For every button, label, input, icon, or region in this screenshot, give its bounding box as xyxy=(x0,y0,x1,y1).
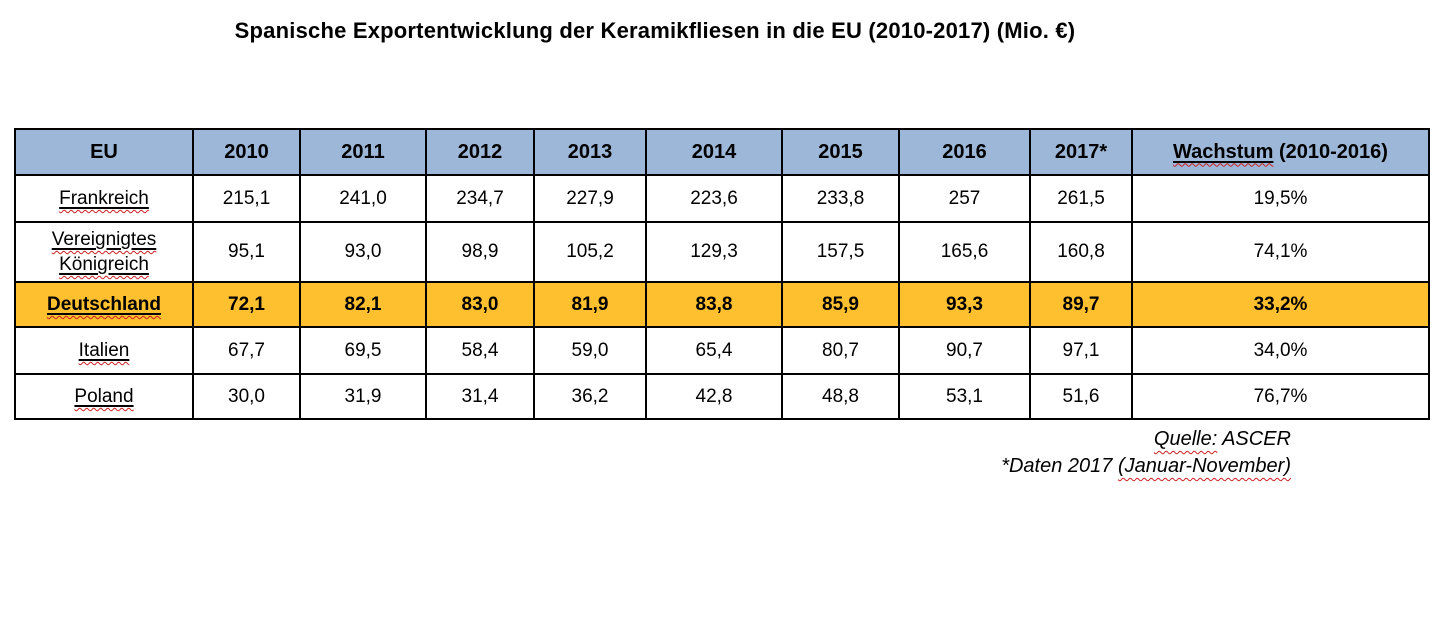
value-cell: 36,2 xyxy=(533,373,647,420)
value-cell: 98,9 xyxy=(425,221,535,283)
column-header-year: 2014 xyxy=(645,128,783,176)
source-value: ASCER xyxy=(1217,428,1291,450)
growth-cell: 74,1% xyxy=(1131,221,1430,283)
data-period-note: *Daten 2017 (Januar-November) xyxy=(14,453,1291,480)
value-cell: 93,0 xyxy=(299,221,427,283)
value-cell: 129,3 xyxy=(645,221,783,283)
value-cell: 67,7 xyxy=(192,326,301,375)
column-header-eu: EU xyxy=(14,128,194,176)
value-cell: 85,9 xyxy=(781,281,900,328)
value-cell: 234,7 xyxy=(425,174,535,223)
value-cell: 165,6 xyxy=(898,221,1031,283)
value-cell: 31,9 xyxy=(299,373,427,420)
export-table: EU 2010 2011 2012 2013 2014 2015 2016 2017* Wachs… xyxy=(14,128,1430,420)
value-cell: 261,5 xyxy=(1029,174,1133,223)
growth-cell: 19,5% xyxy=(1131,174,1430,223)
table-body: Frankreich 215,1 241,0 234,7 227,9 223,6 233,8… xyxy=(14,174,1430,420)
country-cell: Italien xyxy=(14,326,194,375)
value-cell: 97,1 xyxy=(1029,326,1133,375)
value-cell: 160,8 xyxy=(1029,221,1133,283)
value-cell: 257 xyxy=(898,174,1031,223)
value-cell: 81,9 xyxy=(533,281,647,328)
column-header-year: 2013 xyxy=(533,128,647,176)
table-row: Vereignigtes Königreich 95,1 93,0 98,9 105,2 1… xyxy=(14,221,1430,283)
value-cell: 72,1 xyxy=(192,281,301,328)
table-footer: Quelle: ASCER *Daten 2017 (Januar-Novemb… xyxy=(14,426,1291,480)
column-header-year: 2015 xyxy=(781,128,900,176)
value-cell: 89,7 xyxy=(1029,281,1133,328)
page-title: Spanische Exportentwicklung der Keramikf… xyxy=(234,18,1076,43)
country-cell: Vereignigtes Königreich xyxy=(14,221,194,283)
column-header-year: 2012 xyxy=(425,128,535,176)
value-cell: 227,9 xyxy=(533,174,647,223)
column-header-growth: Wachstum (2010-2016) xyxy=(1131,128,1430,176)
note-wavy: (Januar-November) xyxy=(1117,455,1291,477)
growth-header-underlined: Wachstum xyxy=(1173,140,1274,163)
value-cell: 82,1 xyxy=(299,281,427,328)
growth-cell: 34,0% xyxy=(1131,326,1430,375)
column-header-year: 2017* xyxy=(1029,128,1133,176)
value-cell: 90,7 xyxy=(898,326,1031,375)
value-cell: 30,0 xyxy=(192,373,301,420)
value-cell: 83,8 xyxy=(645,281,783,328)
column-header-year: 2010 xyxy=(192,128,301,176)
value-cell: 223,6 xyxy=(645,174,783,223)
value-cell: 58,4 xyxy=(425,326,535,375)
note-plain: *Daten 2017 xyxy=(1001,455,1118,477)
value-cell: 53,1 xyxy=(898,373,1031,420)
column-header-year: 2016 xyxy=(898,128,1031,176)
value-cell: 65,4 xyxy=(645,326,783,375)
value-cell: 69,5 xyxy=(299,326,427,375)
table-row: Frankreich 215,1 241,0 234,7 227,9 223,6 233,8… xyxy=(14,174,1430,223)
value-cell: 105,2 xyxy=(533,221,647,283)
value-cell: 83,0 xyxy=(425,281,535,328)
document-page: Spanische Exportentwicklung der Keramikf… xyxy=(0,18,1441,620)
source-note: Quelle: ASCER xyxy=(14,426,1291,453)
value-cell: 42,8 xyxy=(645,373,783,420)
growth-cell: 76,7% xyxy=(1131,373,1430,420)
value-cell: 93,3 xyxy=(898,281,1031,328)
country-cell: Poland xyxy=(14,373,194,420)
source-label: Quelle: xyxy=(1153,428,1218,450)
value-cell: 241,0 xyxy=(299,174,427,223)
value-cell: 80,7 xyxy=(781,326,900,375)
value-cell: 157,5 xyxy=(781,221,900,283)
value-cell: 233,8 xyxy=(781,174,900,223)
value-cell: 59,0 xyxy=(533,326,647,375)
table-row: Italien 67,7 69,5 58,4 59,0 65,4 80,7 90,7 97,1 3… xyxy=(14,326,1430,375)
table-header-row: EU 2010 2011 2012 2013 2014 2015 2016 2017* Wachs… xyxy=(14,128,1430,176)
column-header-year: 2011 xyxy=(299,128,427,176)
value-cell: 215,1 xyxy=(192,174,301,223)
growth-cell: 33,2% xyxy=(1131,281,1430,328)
value-cell: 31,4 xyxy=(425,373,535,420)
value-cell: 95,1 xyxy=(192,221,301,283)
country-cell: Frankreich xyxy=(14,174,194,223)
value-cell: 51,6 xyxy=(1029,373,1133,420)
country-cell: Deutschland xyxy=(14,281,194,328)
table-row: Deutschland 72,1 82,1 83,0 81,9 83,8 85,9 93,3 8… xyxy=(14,281,1430,328)
table-row: Poland 30,0 31,9 31,4 36,2 42,8 48,8 53,1 51,6 76… xyxy=(14,373,1430,420)
value-cell: 48,8 xyxy=(781,373,900,420)
